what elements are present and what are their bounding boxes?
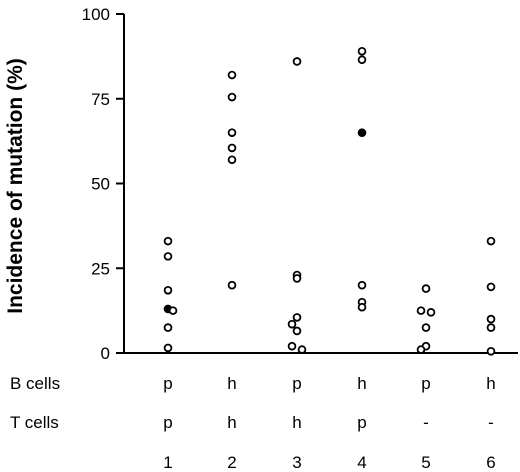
row-cell: - xyxy=(423,413,429,432)
data-point-open xyxy=(292,57,302,66)
row-cell: p xyxy=(163,413,172,432)
data-point-open xyxy=(163,323,173,332)
data-point-open xyxy=(163,252,173,261)
data-point-open xyxy=(227,155,237,165)
data-point-open xyxy=(227,280,237,290)
data-point-open xyxy=(163,236,173,246)
row-cell: h xyxy=(292,413,301,432)
data-point-open xyxy=(287,319,297,329)
data-point-open xyxy=(486,323,496,332)
y-tick-label: 75 xyxy=(91,90,110,109)
data-point-open xyxy=(416,345,426,354)
y-ticks: 0 25 50 75 100 xyxy=(82,5,124,363)
row-cell: h xyxy=(227,374,236,393)
row-cell: h xyxy=(357,374,366,393)
data-point-open xyxy=(486,236,496,246)
data-point-open xyxy=(416,306,426,315)
x-category-label: 1 xyxy=(163,453,172,472)
data-point-filled xyxy=(357,128,367,137)
data-point-open xyxy=(297,345,307,354)
row-cell: - xyxy=(488,413,494,432)
category-table: B cells p h p h p h T cells p h h p - - 1 2 3 4 5 6 xyxy=(10,374,496,472)
row-cell: p xyxy=(421,374,430,393)
data-point-open xyxy=(163,285,173,295)
data-point-open xyxy=(227,92,237,102)
data-point-open xyxy=(421,284,431,293)
row-cell: h xyxy=(227,413,236,432)
x-category-label: 3 xyxy=(292,453,301,472)
data-point-open xyxy=(357,280,367,290)
data-point-open xyxy=(357,55,367,65)
data-point-open xyxy=(486,314,496,324)
x-category-label: 4 xyxy=(357,453,366,472)
data-point-open xyxy=(163,343,173,353)
data-point-open xyxy=(357,302,367,312)
data-point-open xyxy=(421,323,431,332)
data-point-open xyxy=(287,341,297,351)
data-point-open xyxy=(168,306,178,315)
data-point-open xyxy=(486,282,496,292)
y-tick-label: 25 xyxy=(91,259,110,278)
x-category-label: 5 xyxy=(421,453,430,472)
x-category-label: 6 xyxy=(486,453,495,472)
y-tick-label: 0 xyxy=(101,344,110,363)
row-cell: p xyxy=(292,374,301,393)
data-point-open xyxy=(292,313,302,322)
data-point-open xyxy=(227,128,237,137)
row-label: T cells xyxy=(10,413,59,432)
x-category-label: 2 xyxy=(227,453,236,472)
data-point-open xyxy=(426,308,436,317)
row-cell: p xyxy=(163,374,172,393)
data-point-open xyxy=(227,70,237,80)
data-point-open xyxy=(357,46,367,56)
data-point-open xyxy=(292,274,302,283)
data-point-open xyxy=(227,143,237,153)
data-points xyxy=(163,46,496,356)
row-cell: p xyxy=(357,413,366,432)
axes xyxy=(123,14,518,354)
data-point-open xyxy=(486,347,496,356)
row-label: B cells xyxy=(10,374,60,393)
y-axis-label: Incidence of mutation (%) xyxy=(4,58,27,314)
y-tick-label: 50 xyxy=(91,175,110,194)
y-tick-label: 100 xyxy=(82,5,110,24)
data-point-open xyxy=(292,326,302,336)
row-cell: h xyxy=(486,374,495,393)
